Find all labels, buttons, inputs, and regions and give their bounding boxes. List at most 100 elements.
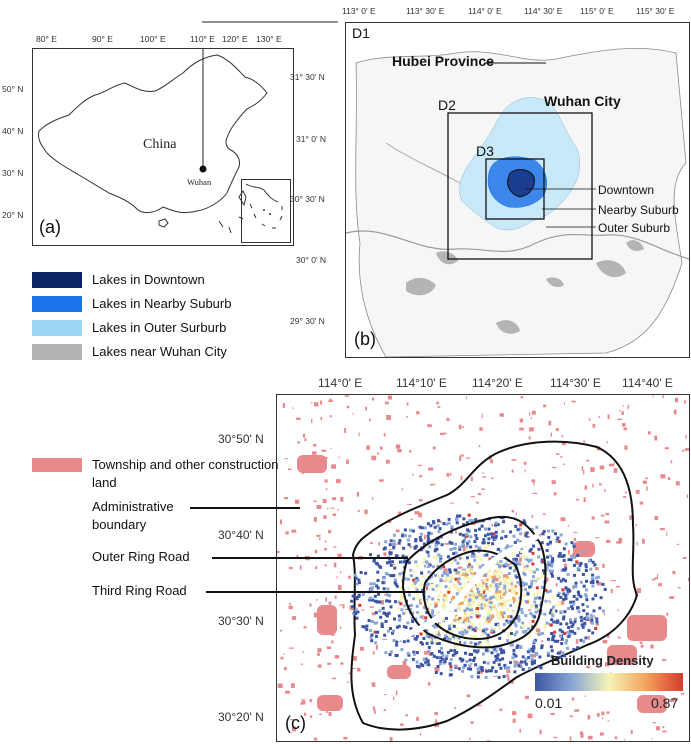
township-patch — [666, 532, 668, 537]
density-cell — [504, 600, 507, 604]
township-patch — [614, 736, 618, 740]
density-cell — [487, 537, 491, 541]
township-patch — [315, 566, 318, 570]
density-cell — [496, 653, 500, 657]
density-cell — [550, 632, 554, 635]
density-cell — [487, 619, 491, 623]
township-patch — [346, 681, 350, 683]
density-cell — [426, 550, 430, 554]
density-cell — [470, 569, 474, 573]
township-patch — [579, 731, 583, 734]
density-cell — [472, 554, 476, 558]
density-cell — [499, 560, 503, 564]
density-cell — [427, 531, 431, 535]
density-cell — [370, 586, 374, 590]
density-cell — [562, 615, 566, 619]
density-cell — [594, 593, 598, 597]
density-cell — [503, 614, 507, 618]
density-cell — [461, 533, 465, 537]
density-cell — [489, 609, 493, 613]
township-patch — [543, 404, 547, 408]
density-cell — [482, 581, 485, 585]
density-cell — [486, 613, 490, 617]
density-cell — [529, 558, 533, 562]
density-cell — [461, 556, 465, 560]
density-cell — [500, 561, 504, 565]
density-cell — [491, 603, 495, 607]
density-cell — [485, 578, 489, 582]
township-patch — [320, 400, 322, 405]
township-patch — [449, 502, 455, 504]
density-cell — [454, 637, 458, 641]
density-cell — [386, 561, 389, 565]
lat-tick: 30° N — [2, 168, 24, 178]
density-cell — [426, 582, 430, 586]
density-cell — [480, 590, 484, 594]
country-label: China — [143, 137, 177, 152]
density-cell — [429, 524, 433, 528]
density-cell — [409, 627, 413, 631]
density-cell — [469, 545, 473, 549]
density-cell — [491, 626, 495, 630]
density-cell — [469, 618, 473, 622]
density-cell — [538, 577, 542, 580]
density-cell — [562, 547, 566, 551]
density-cell — [582, 609, 586, 613]
density-cell — [424, 661, 428, 665]
township-patch — [515, 512, 517, 516]
density-cell — [416, 611, 420, 614]
density-cell — [547, 535, 551, 539]
density-cell — [569, 558, 573, 562]
density-cell — [485, 621, 489, 625]
density-cell — [418, 589, 422, 593]
density-cell — [414, 544, 418, 548]
township-patch — [431, 571, 433, 573]
density-cell — [445, 522, 449, 526]
density-cell — [462, 517, 466, 521]
density-cell — [415, 588, 419, 592]
township-patch — [324, 564, 327, 567]
density-cell — [425, 611, 429, 614]
township-patch — [503, 574, 508, 579]
township-patch — [676, 543, 680, 545]
density-cell — [466, 556, 469, 560]
density-cell — [572, 585, 575, 589]
density-cell — [368, 598, 372, 602]
nearby-suburb-label: Nearby Suburb — [598, 203, 679, 217]
township-patch — [559, 600, 565, 605]
density-cell — [495, 586, 499, 590]
density-cell — [420, 526, 424, 530]
density-cell — [469, 622, 473, 625]
density-cell — [451, 653, 455, 657]
density-cell — [465, 521, 469, 525]
township-patch — [369, 418, 371, 422]
density-cell — [464, 651, 467, 655]
township-patch — [587, 714, 591, 720]
density-cell — [559, 610, 563, 614]
density-cell — [397, 614, 401, 618]
density-cell — [492, 532, 496, 536]
density-cell — [516, 580, 520, 584]
township-patch — [309, 715, 313, 718]
township-patch — [392, 564, 396, 566]
density-cell — [502, 623, 506, 626]
density-cell — [564, 586, 568, 590]
township-patch — [313, 451, 316, 455]
density-cell — [566, 587, 570, 591]
township-patch — [328, 712, 332, 717]
township-patch — [639, 641, 643, 644]
township-patch — [418, 499, 423, 502]
density-cell — [486, 532, 490, 536]
township-patch — [569, 736, 572, 741]
density-cell — [535, 568, 539, 572]
density-cell — [566, 591, 570, 595]
density-cell — [559, 533, 563, 537]
density-cell — [403, 528, 407, 532]
density-cell — [494, 521, 498, 525]
density-cell — [533, 661, 536, 665]
density-cell — [521, 562, 525, 566]
density-cell — [521, 554, 525, 558]
density-cell — [412, 578, 416, 582]
density-cell — [414, 580, 418, 584]
density-cell — [470, 554, 474, 558]
